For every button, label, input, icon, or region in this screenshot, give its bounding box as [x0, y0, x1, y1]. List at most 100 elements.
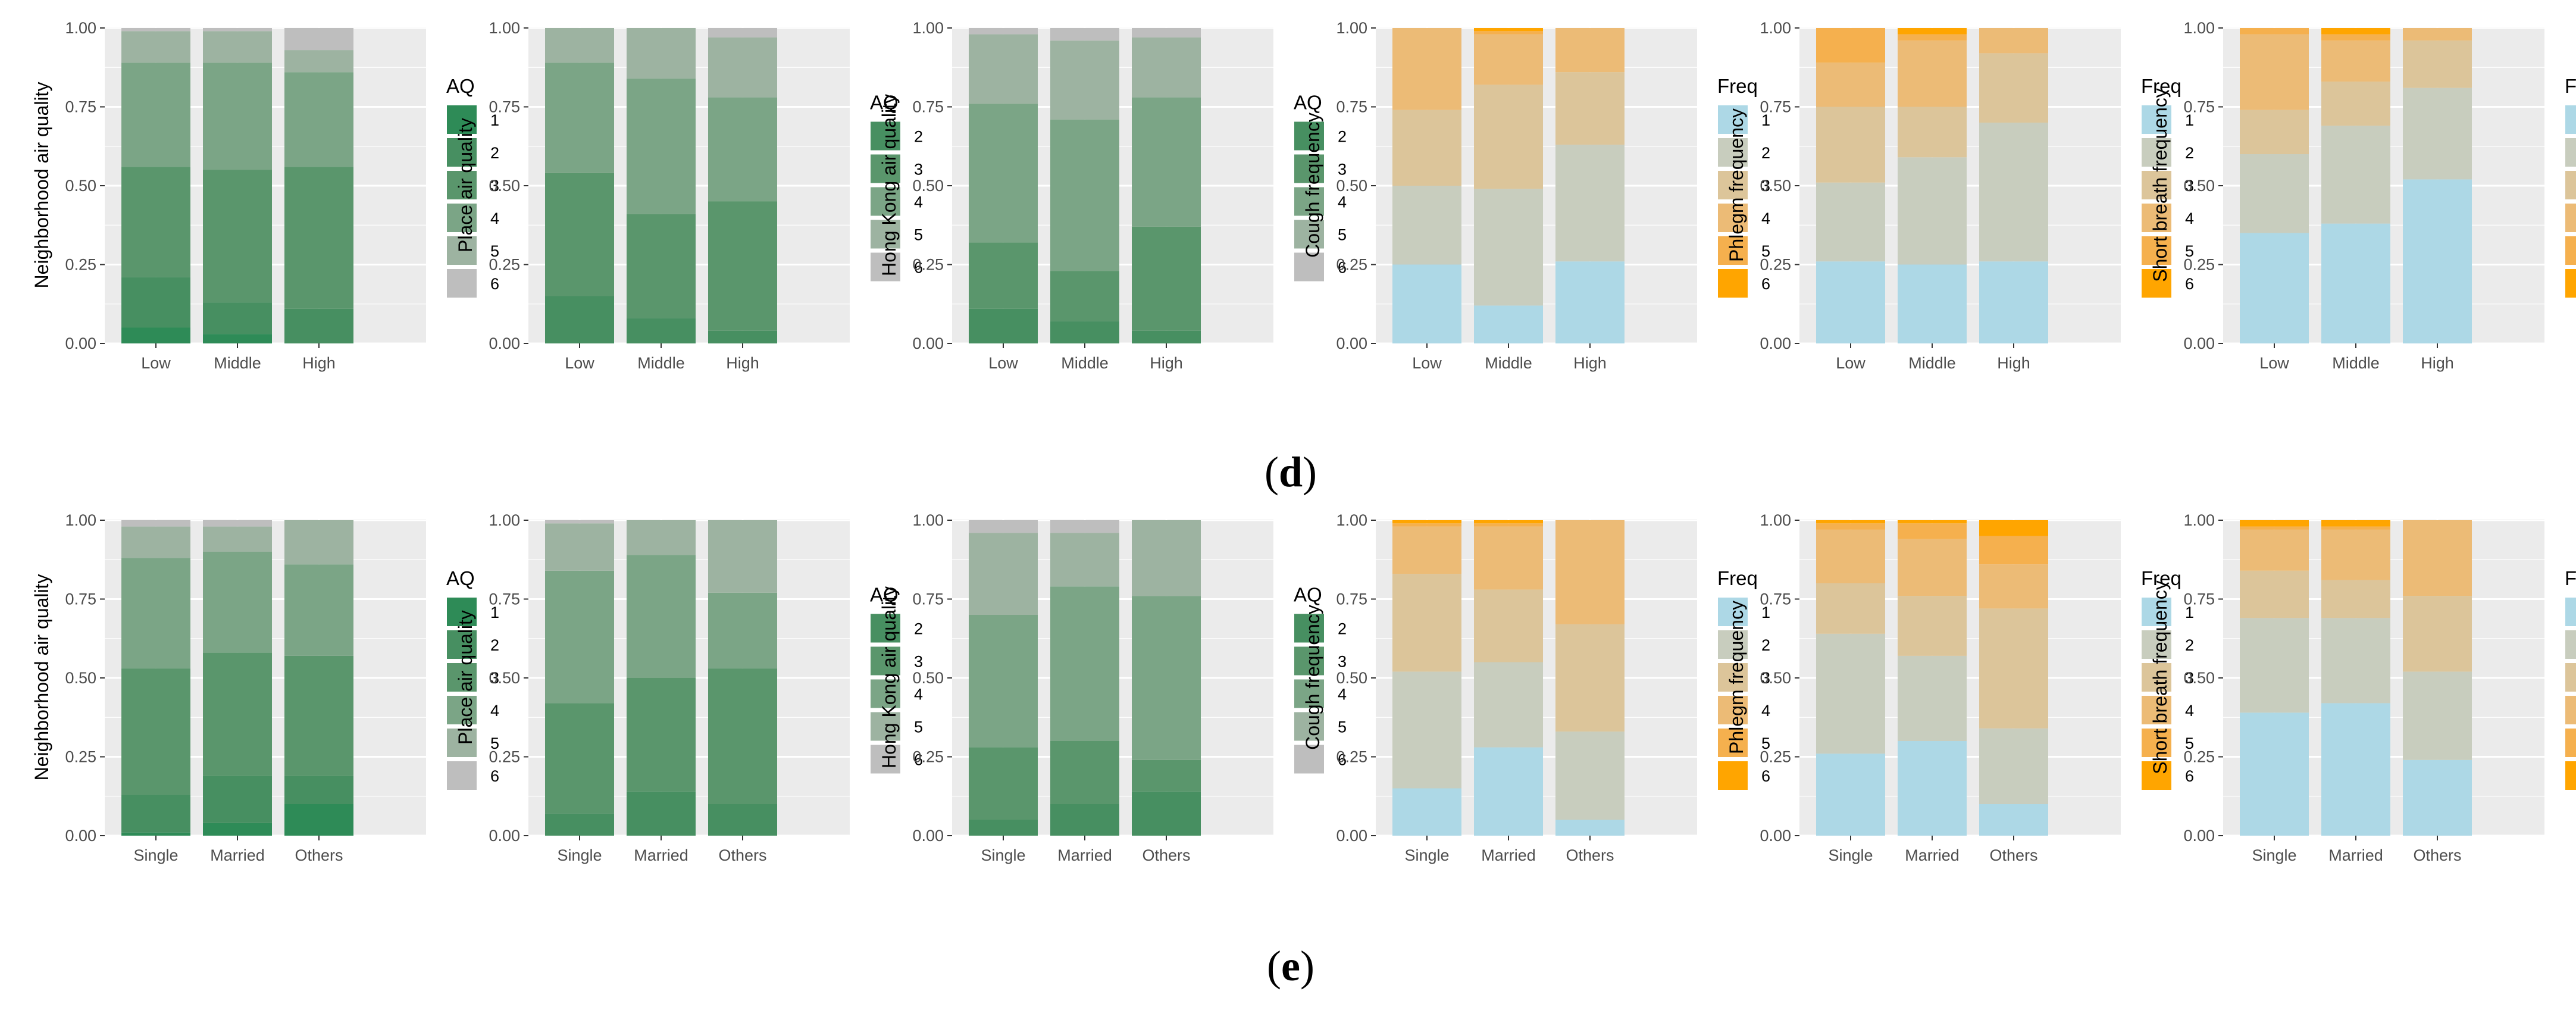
- legend-label: 5: [1338, 718, 1347, 736]
- legend-swatch-4: [869, 186, 902, 217]
- bar-segment-single-4: [545, 570, 614, 704]
- y-tick-label: 0.50: [1760, 177, 1791, 195]
- legend-swatch-6: [1717, 760, 1749, 791]
- bar-segment-single-1: [1816, 754, 1885, 836]
- legend-swatch-4: [446, 695, 478, 726]
- y-tick-label: 0.50: [1336, 177, 1367, 195]
- x-tick-label: Low: [565, 354, 594, 372]
- bar-segment-others-4: [708, 592, 777, 669]
- legend-title: AQ: [1294, 92, 1322, 114]
- legend-label: 6: [490, 275, 499, 293]
- legend-label: 4: [490, 210, 499, 227]
- y-tick-label: 1.00: [2183, 511, 2215, 529]
- legend-label: 4: [1761, 702, 1770, 720]
- y-tick-label: 0.75: [1336, 98, 1367, 116]
- legend-swatch-4: [2564, 202, 2576, 233]
- x-tick-label: High: [1150, 354, 1183, 372]
- legend-label: 4: [1761, 210, 1770, 227]
- bar-segment-married-1: [203, 823, 272, 836]
- legend-title: Freq: [1717, 75, 1758, 97]
- y-axis-label: Short breath frequency: [2149, 580, 2171, 774]
- legend-label: 3: [1338, 653, 1347, 671]
- x-tick-label: Others: [295, 846, 343, 864]
- x-tick-label: Low: [1836, 354, 1866, 372]
- bar-segment-high-3: [1979, 53, 2048, 123]
- bar-segment-married-6: [1050, 520, 1119, 533]
- y-tick-label: 0.50: [65, 177, 96, 195]
- legend-swatch-3: [2140, 170, 2173, 201]
- legend-swatch-4: [1717, 202, 1749, 233]
- y-tick-label: 1.00: [65, 511, 96, 529]
- bar-segment-single-5: [545, 523, 614, 571]
- x-tick-label: Single: [1828, 846, 1873, 864]
- x-tick-label: High: [1997, 354, 2030, 372]
- bar-segment-others-5: [1132, 520, 1201, 596]
- legend-label: 2: [490, 636, 499, 654]
- legend-title: Freq: [2565, 567, 2576, 589]
- bar-segment-middle-2: [2321, 126, 2390, 224]
- bar-segment-single-4: [2240, 529, 2309, 571]
- bar-segment-low-3: [1392, 110, 1461, 186]
- bar-segment-high-3: [284, 167, 353, 309]
- x-tick-label: High: [2421, 354, 2454, 372]
- legend-swatch-4: [1293, 186, 1325, 217]
- y-tick-label: 0.00: [65, 335, 96, 352]
- y-tick-label: 0.25: [489, 256, 520, 274]
- bar-segment-middle-5: [1050, 40, 1119, 120]
- legend-swatch-2: [1717, 629, 1749, 660]
- legend-title: AQ: [1294, 584, 1322, 606]
- legend-swatch-5: [2140, 235, 2173, 266]
- bar-segment-married-5: [1050, 533, 1119, 587]
- legend-label: 5: [490, 734, 499, 752]
- x-tick-label: Others: [2413, 846, 2461, 864]
- y-tick-label: 0.00: [912, 335, 944, 352]
- legend-swatch-1: [1717, 596, 1749, 627]
- x-tick-label: Low: [2259, 354, 2289, 372]
- x-tick-label: Married: [210, 846, 265, 864]
- x-tick-label: Married: [1057, 846, 1112, 864]
- bar-segment-married-2: [627, 791, 696, 836]
- legend-swatch-6: [2564, 268, 2576, 299]
- x-tick-label: Single: [2252, 846, 2296, 864]
- chart-panel-d-2: 0.00 0.25 0.50 0.75 1.00 Low Middle High Place a…: [455, 19, 923, 372]
- bar-segment-married-3: [203, 652, 272, 776]
- y-tick-label: 1.00: [912, 19, 944, 37]
- bar-segment-high-3: [2403, 40, 2472, 88]
- bar-segment-middle-1: [1898, 264, 1967, 343]
- y-axis-label: Neighborhood air quality: [31, 82, 52, 289]
- bar-segment-high-3: [708, 201, 777, 331]
- bar-segment-low-1: [121, 327, 190, 343]
- y-tick-label: 0.50: [912, 177, 944, 195]
- bar-segment-low-3: [121, 167, 190, 277]
- legend-swatch-4: [869, 678, 902, 709]
- bar-segment-married-6: [203, 520, 272, 527]
- legend-label: 4: [2185, 210, 2194, 227]
- bar-segment-low-5: [2240, 28, 2309, 35]
- bar-segment-others-2: [2403, 671, 2472, 760]
- bar-segment-middle-2: [203, 302, 272, 335]
- y-tick-label: 0.25: [1336, 256, 1367, 274]
- legend-swatch-5: [869, 711, 902, 742]
- chart-panel-e-4: 0.00 0.25 0.50 0.75 1.00 Single Married Others C…: [1302, 511, 1770, 864]
- bar-segment-married-4: [2321, 529, 2390, 580]
- legend-swatch-5: [1293, 218, 1325, 250]
- bar-segment-middle-5: [1474, 31, 1543, 35]
- bar-segment-middle-4: [627, 78, 696, 214]
- bar-segment-low-4: [545, 62, 614, 173]
- chart-panel-d-6: 0.00 0.25 0.50 0.75 1.00 Low Middle High Short b…: [2149, 19, 2576, 372]
- bar-segment-high-6: [708, 28, 777, 37]
- legend-swatch-2: [1293, 612, 1325, 644]
- bar-segment-others-5: [284, 520, 353, 565]
- legend-swatch-5: [2564, 727, 2576, 758]
- y-axis-label: Place air quality: [455, 610, 476, 745]
- x-tick-label: Married: [2328, 846, 2383, 864]
- legend-label: 4: [490, 702, 499, 720]
- legend-swatch-2: [2140, 629, 2173, 660]
- y-axis-label: Cough frequency: [1302, 605, 1323, 750]
- y-tick-label: 1.00: [2183, 19, 2215, 37]
- bar-segment-married-1: [1898, 741, 1967, 836]
- bar-segment-high-5: [284, 50, 353, 73]
- x-tick-label: High: [302, 354, 336, 372]
- legend-swatch-5: [2564, 235, 2576, 266]
